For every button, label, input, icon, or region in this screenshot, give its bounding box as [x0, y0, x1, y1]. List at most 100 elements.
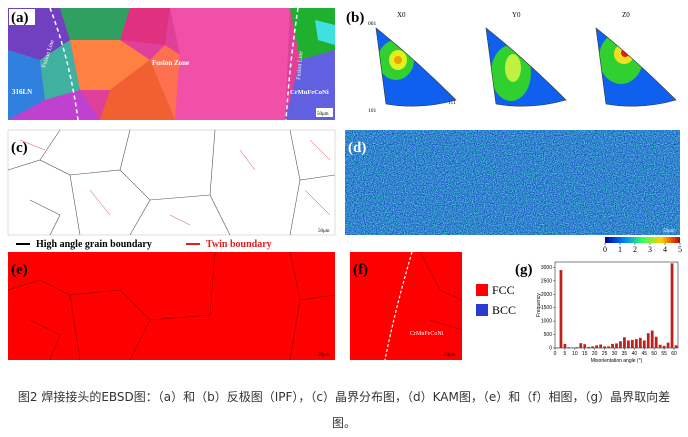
bar — [638, 337, 642, 348]
scale-bar: 50μm — [318, 229, 330, 234]
y-tick-label: 2000 — [541, 292, 552, 298]
bar — [674, 345, 678, 348]
y-tick-label: 3000 — [541, 265, 552, 271]
colorbar-tick-label: 5 — [678, 245, 682, 254]
panel-label: (d) — [348, 140, 366, 156]
colorbar-tick-label: 4 — [663, 245, 667, 254]
x-tick-label: 5 — [564, 351, 567, 357]
region-label: CrMnFeCoNi — [290, 89, 329, 96]
bar — [599, 344, 603, 348]
panel-a: (a) 316LN Fusion Line Fusion Zone Fusion… — [8, 7, 335, 121]
bar — [583, 344, 587, 348]
corner-label: 101 — [368, 108, 377, 114]
region-label: 316LN — [12, 88, 32, 96]
region-label: CrMnFeCoNi — [410, 331, 444, 337]
bar — [634, 339, 638, 348]
colorbar — [605, 237, 680, 243]
scale-bar: 50μm — [318, 353, 330, 358]
bar — [559, 270, 563, 348]
fusion-line-label: Fusion Line — [296, 51, 305, 81]
y-tick-label: 1000 — [541, 319, 552, 325]
legend-swatch — [476, 284, 488, 296]
x-tick-label: 50 — [651, 351, 657, 357]
pole-figure-title: Y0 — [512, 11, 521, 19]
pole-figure-title: Z0 — [622, 11, 630, 19]
x-axis-label: Misorientation angle (°) — [591, 358, 643, 364]
bar — [567, 347, 571, 348]
x-tick-label: 0 — [554, 351, 557, 357]
corner-label: 111 — [448, 100, 456, 106]
bar — [623, 337, 626, 348]
panel-f: (f) CrMnFeCoNi 20μm — [350, 251, 463, 361]
panel-label: (c) — [11, 140, 28, 156]
bar — [591, 346, 595, 348]
x-tick-label: 60 — [671, 351, 677, 357]
legend-label: FCC — [492, 283, 515, 297]
region-label: Fusion Zone — [152, 59, 189, 67]
bar — [611, 343, 614, 348]
y-tick-label: 0 — [549, 346, 552, 352]
corner-label: 001 — [368, 21, 377, 27]
scale-bar: 20μm — [444, 353, 456, 358]
colorbar-tick-label: 1 — [618, 245, 622, 254]
panel-e: (e) 50μm — [7, 251, 336, 361]
x-tick-label: 20 — [592, 351, 598, 357]
bar — [630, 339, 634, 348]
legend-label: Twin boundary — [206, 239, 272, 250]
bar — [642, 340, 646, 348]
bar — [575, 347, 579, 348]
bar — [579, 343, 583, 348]
bar — [563, 343, 567, 348]
bar — [619, 341, 622, 348]
bar — [627, 340, 630, 348]
bar — [571, 347, 575, 348]
panel-label: (g) — [515, 262, 533, 278]
scale-bar: 50μm — [663, 229, 675, 234]
x-tick-label: 30 — [612, 351, 618, 357]
panel-label: (f) — [353, 262, 368, 278]
pole-figure — [595, 27, 677, 107]
bar — [555, 347, 559, 348]
bar — [654, 336, 658, 348]
plot-frame — [554, 261, 679, 349]
bar — [670, 263, 674, 348]
y-tick-label: 500 — [544, 332, 553, 338]
colorbar-tick-label: 3 — [648, 245, 652, 254]
x-tick-label: 25 — [602, 351, 608, 357]
bar — [603, 346, 606, 348]
colorbar-tick-label: 2 — [633, 245, 637, 254]
bar — [615, 343, 618, 348]
panel-d: (d) 50μm — [345, 130, 680, 243]
colorbar-tick-label: 0 — [603, 245, 607, 254]
y-axis-label: Frequency — [536, 293, 542, 317]
panel-b: (b) X0 Y0 Z0 001 101 111 — [346, 10, 677, 114]
bar — [646, 333, 650, 348]
legend-label: High angle grain boundary — [36, 239, 152, 250]
pole-figure-title: X0 — [397, 11, 406, 19]
x-tick-label: 40 — [632, 351, 638, 357]
bar — [607, 346, 610, 348]
y-tick-label: 1500 — [541, 305, 552, 311]
bar — [662, 345, 666, 348]
x-tick-label: 45 — [641, 351, 647, 357]
panel-label: (b) — [346, 10, 364, 26]
panel-label: (e) — [11, 262, 28, 278]
bar — [658, 344, 662, 348]
x-tick-label: 15 — [582, 351, 588, 357]
bar — [650, 330, 654, 348]
x-tick-label: 55 — [661, 351, 667, 357]
bar — [587, 346, 591, 348]
y-tick-label: 2500 — [541, 278, 552, 284]
panel-c: (c) 50μm High angle grain boundary Twin … — [7, 129, 336, 250]
scale-bar: 50μm — [317, 112, 329, 117]
figure: (a) 316LN Fusion Line Fusion Zone Fusion… — [7, 7, 682, 364]
x-tick-label: 10 — [572, 351, 578, 357]
panel-label: (a) — [11, 10, 29, 26]
legend-label: BCC — [492, 303, 516, 317]
x-tick-label: 35 — [622, 351, 628, 357]
bar — [595, 345, 599, 348]
caption: 图2 焊接接头的EBSD图：（a）和（b）反极图（IPF），（c）晶界分布图，（… — [17, 390, 671, 430]
bar — [666, 342, 670, 348]
pole-figure — [485, 27, 567, 107]
